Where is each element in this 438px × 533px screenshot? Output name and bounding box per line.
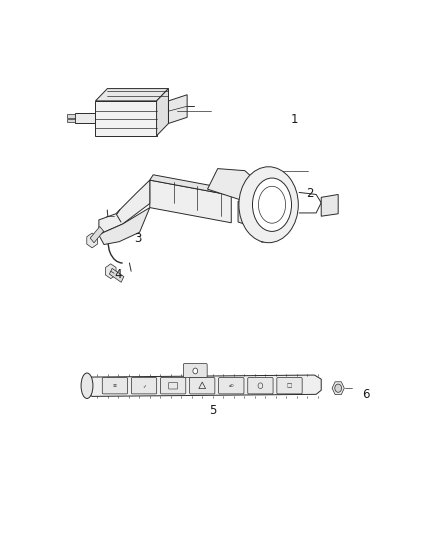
Polygon shape	[208, 168, 258, 204]
Ellipse shape	[252, 178, 292, 231]
FancyBboxPatch shape	[219, 377, 244, 394]
Text: 5: 5	[209, 404, 216, 417]
Polygon shape	[67, 118, 75, 122]
Polygon shape	[84, 375, 321, 397]
Polygon shape	[90, 227, 104, 243]
Text: 4: 4	[114, 268, 122, 281]
Text: ≡: ≡	[113, 383, 117, 388]
Polygon shape	[110, 269, 124, 282]
Polygon shape	[75, 113, 95, 124]
Polygon shape	[95, 88, 169, 101]
Polygon shape	[238, 195, 277, 232]
Polygon shape	[67, 114, 75, 118]
Text: 6: 6	[362, 388, 369, 401]
Polygon shape	[99, 180, 150, 232]
FancyBboxPatch shape	[184, 364, 207, 377]
Text: aD: aD	[229, 384, 234, 387]
FancyBboxPatch shape	[190, 377, 215, 394]
FancyBboxPatch shape	[277, 377, 302, 394]
Polygon shape	[156, 88, 169, 136]
Polygon shape	[150, 175, 235, 195]
Ellipse shape	[239, 167, 298, 243]
Polygon shape	[99, 207, 150, 245]
Polygon shape	[106, 264, 116, 279]
Text: 1: 1	[291, 113, 298, 126]
Text: 3: 3	[134, 232, 142, 245]
Text: 2: 2	[306, 187, 314, 200]
Polygon shape	[87, 233, 97, 248]
FancyBboxPatch shape	[248, 377, 273, 394]
Text: ✓: ✓	[142, 383, 146, 388]
Ellipse shape	[81, 373, 93, 399]
Polygon shape	[150, 180, 231, 223]
Polygon shape	[321, 195, 338, 216]
Circle shape	[193, 368, 198, 374]
Polygon shape	[332, 382, 344, 394]
Polygon shape	[169, 95, 187, 124]
Circle shape	[335, 384, 342, 392]
FancyBboxPatch shape	[160, 377, 186, 394]
FancyBboxPatch shape	[102, 377, 127, 394]
Polygon shape	[95, 101, 156, 136]
Text: □: □	[287, 383, 292, 388]
FancyBboxPatch shape	[131, 377, 157, 394]
